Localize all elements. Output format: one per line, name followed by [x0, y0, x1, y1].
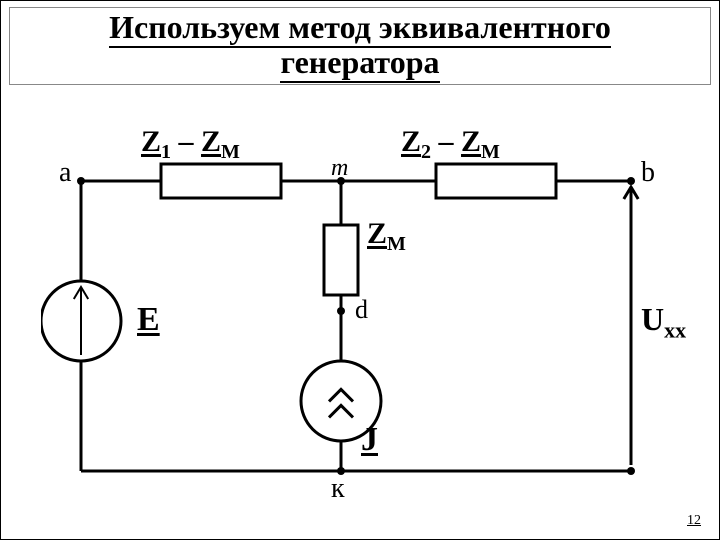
title-line-2: генератора — [280, 44, 439, 83]
label-z1-zm: Z1 – ZM — [141, 125, 240, 164]
slide: Используем метод эквивалентного генерато… — [0, 0, 720, 540]
node-label-a: a — [59, 157, 71, 189]
label-E: E — [137, 301, 160, 339]
label-z2-zm: Z2 – ZM — [401, 125, 500, 164]
title-box: Используем метод эквивалентного генерато… — [9, 7, 711, 85]
node-label-m: m — [331, 155, 348, 182]
node-label-k: к — [331, 473, 345, 505]
page-number: 12 — [687, 513, 701, 529]
label-Uxx: Uxx — [641, 301, 686, 343]
node-label-b: b — [641, 157, 655, 189]
title-line-1: Используем метод эквивалентного — [109, 9, 611, 48]
label-zm: ZM — [367, 217, 406, 256]
node-label-d: d — [355, 295, 368, 325]
label-J: J — [361, 421, 378, 459]
circuit-diagram: Z1 – ZM Z2 – ZM ZM a m b d к E J Uxx — [41, 121, 681, 501]
